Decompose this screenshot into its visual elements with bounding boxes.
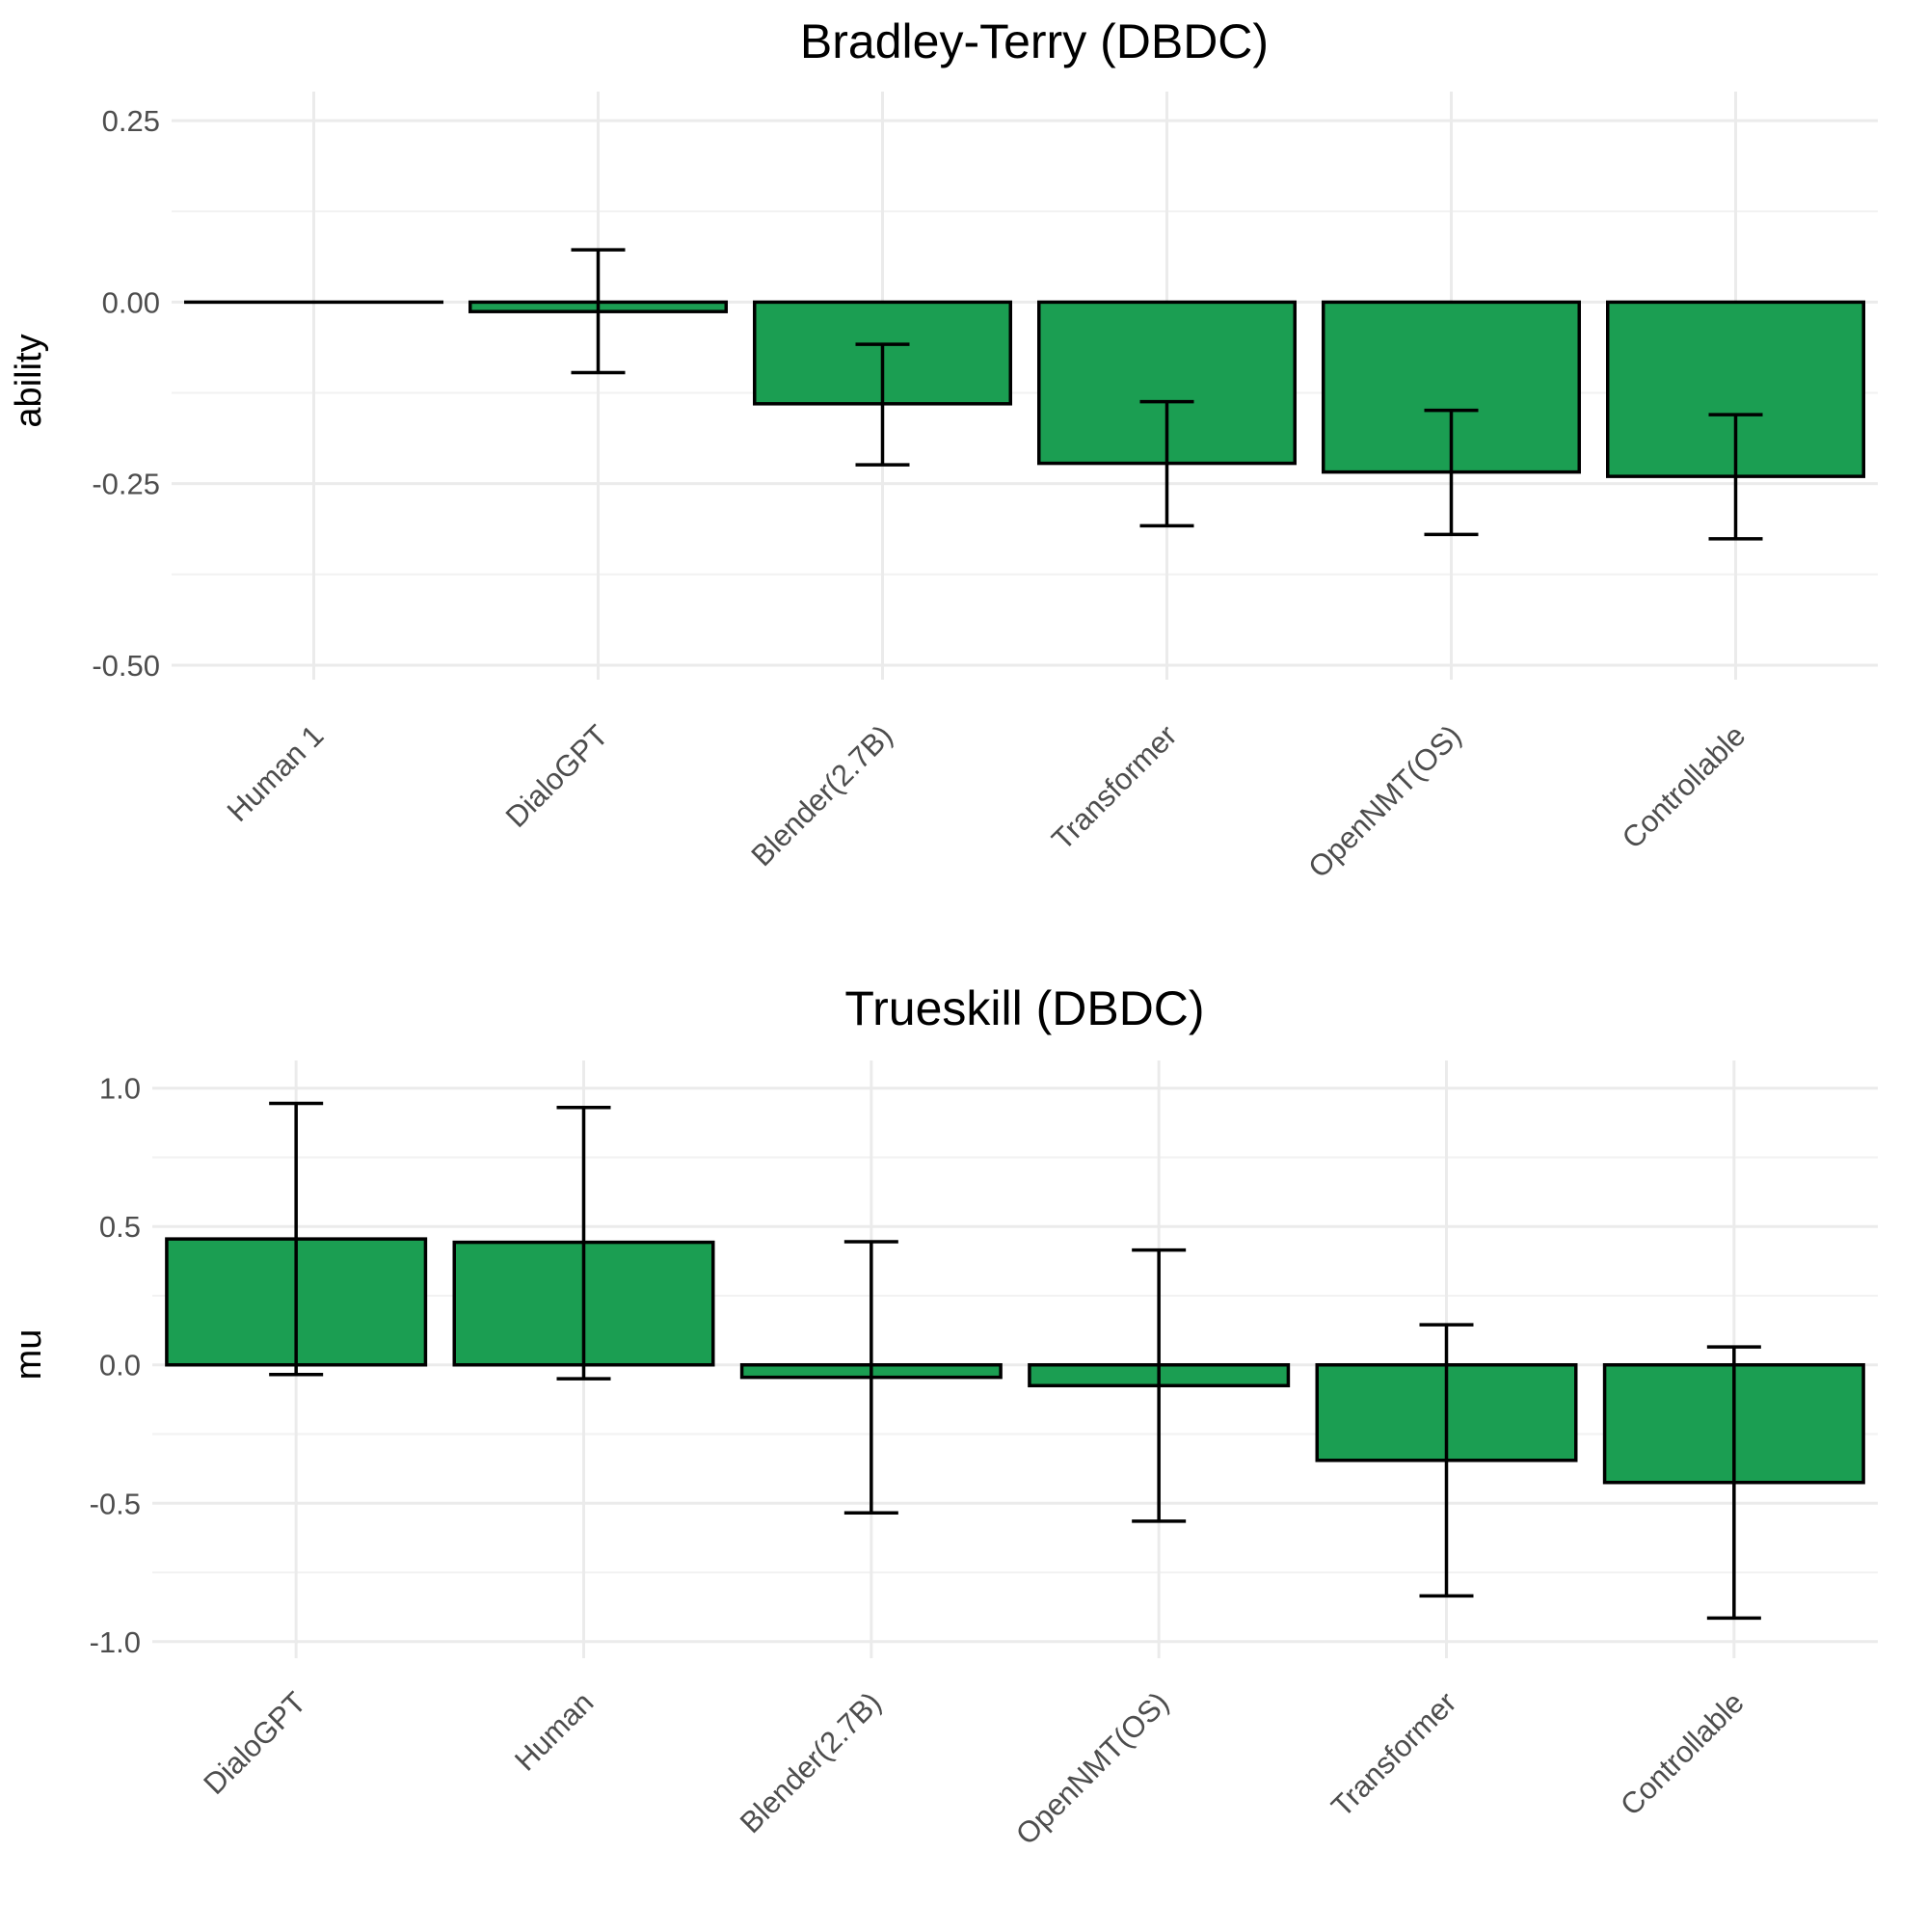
x-tick-label: OpenNMT(OS) — [1301, 718, 1467, 884]
y-axis-label: ability — [9, 334, 49, 427]
y-tick-label: -0.25 — [92, 468, 160, 501]
y-axis-label: mu — [9, 1329, 49, 1381]
x-tick-label: Controllable — [1616, 718, 1753, 855]
y-tick-label: 0.0 — [99, 1349, 141, 1382]
chart-panel-2: 1.0 0.5 0.0 -0.5 -1.0 DialoGPT Human Blender(2.… — [9, 981, 1878, 1851]
x-tick-label: Transformer — [1045, 718, 1183, 856]
x-tick-label: Human 1 — [221, 718, 331, 828]
x-tick-label: Controllable — [1614, 1685, 1751, 1822]
y-tick-label: 1.0 — [99, 1072, 141, 1106]
y-tick-label: -1.0 — [90, 1625, 141, 1659]
y-tick-label: -0.5 — [90, 1487, 141, 1520]
y-tick-label: 0.5 — [99, 1210, 141, 1244]
y-tick-label: 0.00 — [102, 285, 160, 319]
y-tick-label: -0.50 — [92, 649, 160, 683]
y-tick-label: 0.25 — [102, 104, 160, 138]
x-tick-label: DialoGPT — [499, 718, 615, 834]
chart-title: Trueskill (DBDC) — [844, 981, 1204, 1035]
x-tick-label: Transformer — [1325, 1685, 1462, 1823]
chart-title: Bradley-Terry (DBDC) — [800, 14, 1269, 68]
x-tick-label: Blender(2.7B) — [744, 718, 898, 872]
x-tick-label: OpenNMT(OS) — [1009, 1685, 1175, 1851]
chart-panel-1: 0.25 0.00 -0.25 -0.50 Human 1 DialoGPT Blender… — [9, 14, 1878, 884]
x-tick-label: DialoGPT — [197, 1685, 312, 1801]
x-tick-label: Human — [508, 1685, 600, 1777]
x-tick-label: Blender(2.7B) — [734, 1685, 888, 1839]
